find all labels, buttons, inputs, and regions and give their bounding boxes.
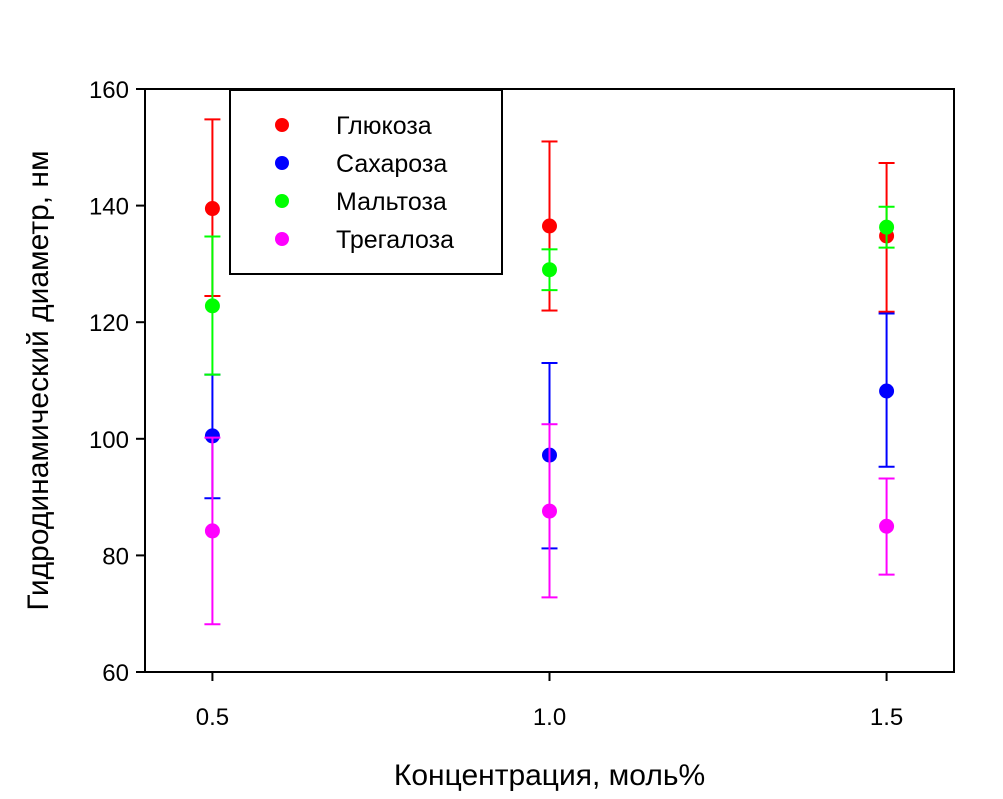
data-point xyxy=(542,503,557,519)
y-axis: 60 80 100 120 140 160 xyxy=(89,77,145,687)
x-tick-label: 1.5 xyxy=(870,704,903,731)
data-point xyxy=(204,201,220,217)
series-layer xyxy=(204,118,895,626)
y-tick-label: 60 xyxy=(102,660,129,687)
legend-marker xyxy=(275,156,289,170)
x-tick-label: 0.5 xyxy=(196,704,229,731)
y-tick-label: 80 xyxy=(102,543,129,570)
data-point xyxy=(542,218,557,234)
legend-box xyxy=(229,89,503,275)
legend-label: Мальтоза xyxy=(336,188,447,216)
legend-marker xyxy=(275,194,289,208)
data-point xyxy=(879,383,895,399)
y-axis-title: Гидродинамический диаметр, нм xyxy=(22,150,55,610)
x-tick-label: 1.0 xyxy=(533,704,566,731)
y-tick-label: 160 xyxy=(89,77,129,104)
legend-marker xyxy=(275,118,289,132)
data-point xyxy=(879,518,895,534)
data-point xyxy=(204,428,220,444)
series-3 xyxy=(204,423,895,626)
legend-label: Глюкоза xyxy=(336,112,432,140)
series-2 xyxy=(204,205,895,376)
y-tick-label: 100 xyxy=(89,427,129,454)
y-tick-label: 140 xyxy=(89,194,129,221)
data-point xyxy=(542,262,557,278)
y-tick-label: 120 xyxy=(89,310,129,337)
legend: Глюкоза Сахароза Мальтоза Трегалоза xyxy=(229,89,503,275)
data-point xyxy=(879,219,895,235)
data-point xyxy=(204,523,220,539)
legend-marker xyxy=(275,232,289,246)
x-axis: 0.5 1.0 1.5 xyxy=(196,672,903,731)
data-point xyxy=(204,298,220,314)
legend-label: Трегалоза xyxy=(336,226,454,254)
x-axis-title: Концентрация, моль% xyxy=(394,759,705,792)
legend-label: Сахароза xyxy=(336,150,447,178)
